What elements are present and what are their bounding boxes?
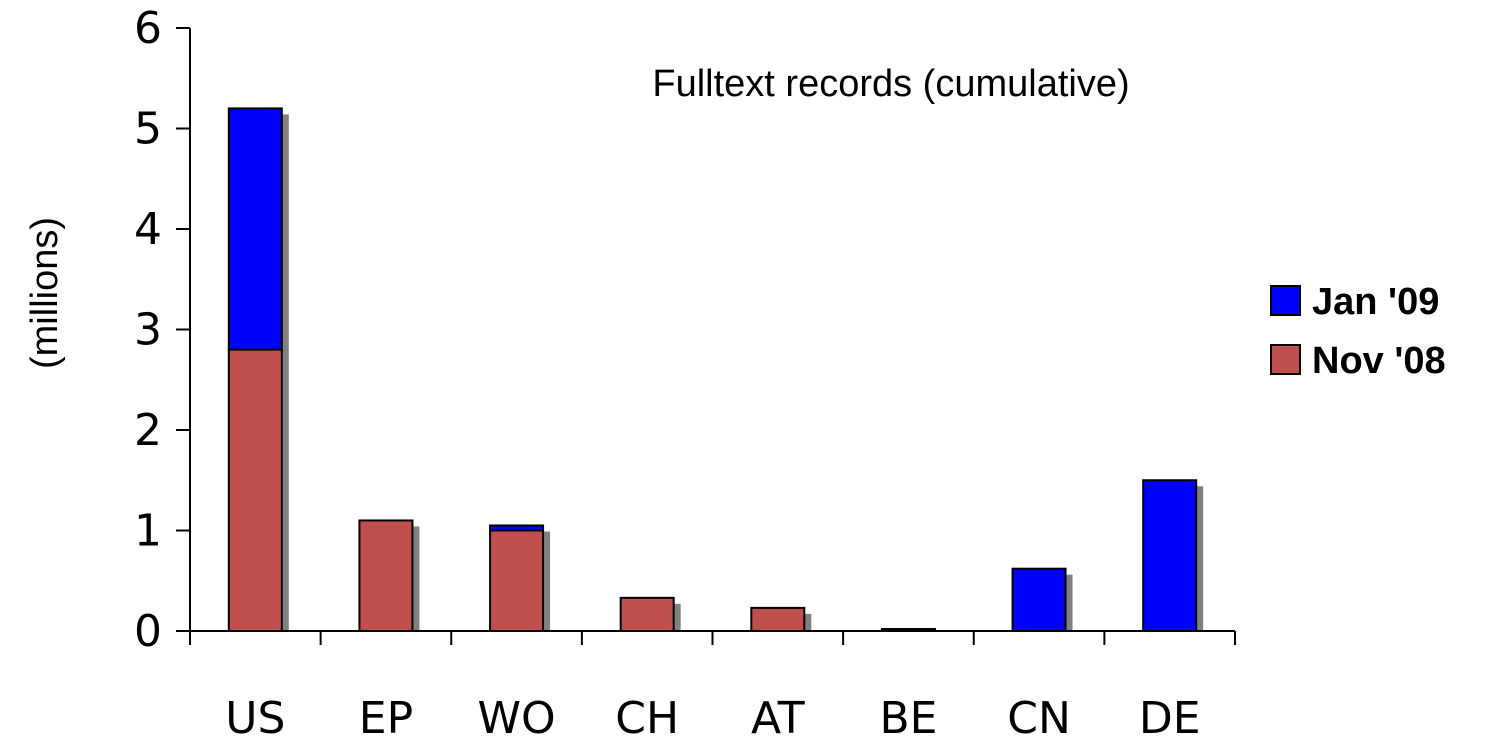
bar-segment [227, 348, 283, 632]
x-category-label: CN [1007, 693, 1071, 737]
y-tick-label: 1 [134, 506, 162, 557]
x-category-label: DE [1139, 693, 1201, 737]
y-tick-label: 4 [134, 204, 162, 255]
x-category-label: BE [879, 693, 937, 737]
legend-swatch [1270, 285, 1301, 316]
category-labels: US EP WO CH AT BE CN DE [225, 693, 1200, 737]
bar-segment [750, 606, 806, 633]
legend-label: Nov '08 [1312, 340, 1446, 382]
legend-swatch [1270, 344, 1301, 375]
axes [176, 28, 1235, 632]
y-tick-label: 2 [134, 405, 162, 456]
bar-segment [489, 529, 545, 632]
x-category-label: US [225, 693, 285, 737]
x-category-label: EP [359, 693, 413, 737]
x-category-label: CH [615, 693, 679, 737]
x-category-label: AT [751, 693, 805, 737]
legend: Jan '09 Nov '08 [1270, 281, 1446, 382]
bars [227, 107, 1198, 633]
y-ticks: 0 1 2 3 4 5 6 [134, 3, 190, 657]
y-axis-title: (millions) [24, 217, 66, 369]
bar-segment [227, 107, 283, 351]
bar-segment [489, 524, 545, 532]
bar-segment [1011, 567, 1067, 633]
x-category-label: WO [477, 693, 555, 737]
chart-annotation: Fulltext records (cumulative) [652, 63, 1129, 105]
bar-segment [619, 596, 675, 633]
legend-label: Jan '09 [1312, 281, 1439, 323]
y-tick-label: 0 [134, 606, 162, 657]
y-tick-label: 3 [134, 305, 162, 356]
y-tick-label: 6 [134, 3, 162, 54]
bar-segment [358, 519, 414, 633]
y-tick-label: 5 [134, 104, 162, 155]
bar-segment [1142, 479, 1198, 632]
x-ticks [189, 631, 1236, 645]
